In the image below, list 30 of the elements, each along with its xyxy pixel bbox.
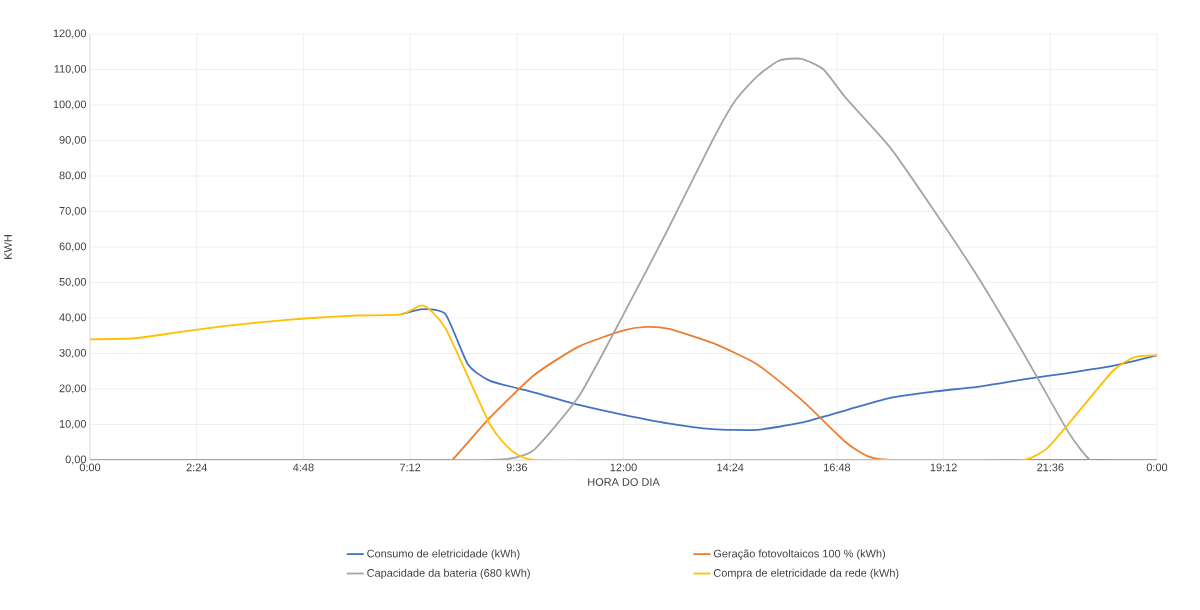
y-axis-title: KWH (4, 235, 12, 259)
x-tick-label: 21:36 (1037, 463, 1064, 472)
y-tick-label: 30,00 (59, 348, 87, 359)
legend-label: Compra de eletricidade da rede (kWh) (713, 568, 899, 580)
x-tick-label: 2:24 (186, 463, 208, 472)
y-tick-label: 60,00 (59, 242, 87, 252)
y-tick-label: 80,00 (59, 171, 87, 181)
x-tick-label: 0:00 (79, 463, 101, 472)
y-tick-label: 20,00 (59, 384, 87, 394)
y-tick-label: 10,00 (59, 419, 87, 430)
legend-label: Consumo de eletricidade (kWh) (367, 549, 520, 560)
x-tick-label: 16:48 (824, 463, 851, 472)
x-tick-label: 14:24 (717, 463, 744, 472)
x-tick-label: 0:00 (1146, 463, 1168, 472)
y-tick-label: 100,00 (53, 100, 87, 110)
x-tick-label: 7:12 (399, 463, 421, 472)
y-tick-label: 70,00 (59, 206, 87, 217)
y-tick-label: 40,00 (59, 313, 87, 323)
y-tick-label: 90,00 (59, 135, 87, 146)
x-tick-label: 12:00 (610, 463, 637, 472)
x-tick-label: 9:36 (506, 463, 527, 472)
legend-label: Capacidade da bateria (680 kWh) (367, 568, 530, 580)
y-tick-label: 120,00 (53, 29, 87, 39)
legend-label: Geração fotovoltaicos 100 % (kWh) (713, 549, 885, 560)
x-tick-label: 19:12 (930, 463, 957, 472)
x-axis-title: HORA DO DIA (588, 478, 660, 486)
x-tick-label: 4:48 (292, 463, 314, 472)
y-tick-label: 0,00 (65, 455, 87, 465)
y-tick-label: 50,00 (59, 277, 87, 288)
y-tick-label: 110,00 (54, 64, 87, 75)
